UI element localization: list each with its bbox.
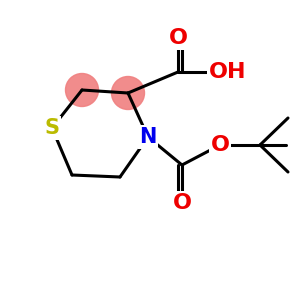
Text: O: O <box>211 135 230 155</box>
Text: N: N <box>139 127 157 147</box>
Text: OH: OH <box>209 62 247 82</box>
Text: O: O <box>169 28 188 48</box>
Text: S: S <box>44 118 59 138</box>
Circle shape <box>112 76 145 110</box>
Text: O: O <box>172 193 191 213</box>
Circle shape <box>65 74 98 106</box>
